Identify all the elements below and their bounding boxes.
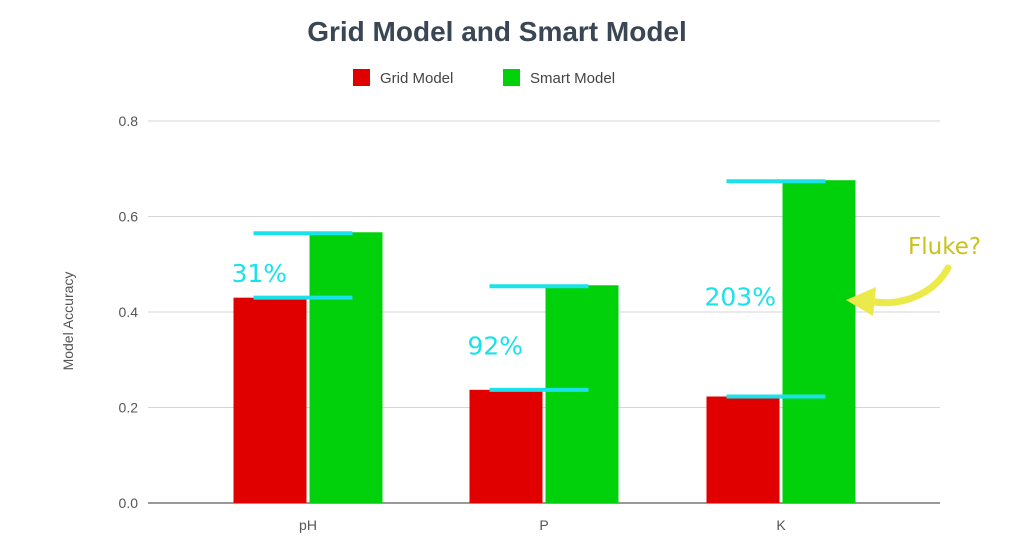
y-tick-label: 0.2 — [119, 400, 139, 416]
legend-swatch-smart-model — [503, 69, 520, 86]
legend: Grid Model Smart Model — [353, 69, 615, 87]
y-tick-label: 0.4 — [119, 304, 139, 320]
y-axis-label: Model Accuracy — [60, 272, 76, 371]
bar-smart-model-ph — [309, 232, 383, 503]
chart-title: Grid Model and Smart Model — [307, 16, 687, 47]
y-tick-label: 0.8 — [119, 113, 139, 129]
y-tick-labels: 0.0 0.2 0.4 0.6 0.8 — [119, 113, 139, 511]
bar-grid-model-ph — [233, 297, 307, 503]
fluke-annotation: Fluke? — [846, 234, 981, 316]
x-tick-label: pH — [299, 517, 317, 533]
x-tick-label: K — [776, 517, 786, 533]
fluke-arrow-shaft — [871, 264, 952, 307]
legend-label-smart-model: Smart Model — [530, 70, 615, 87]
bar-grid-model-p — [469, 389, 543, 503]
fluke-arrow-head — [846, 287, 876, 316]
increase-label-p: 92% — [468, 332, 524, 361]
bar-smart-model-k — [782, 180, 856, 503]
bar-grid-model-k — [706, 396, 780, 503]
y-tick-label: 0.6 — [119, 209, 139, 225]
x-tick-label: P — [539, 517, 548, 533]
y-tick-label: 0.0 — [119, 495, 139, 511]
bar-smart-model-p — [545, 285, 619, 503]
value-markers — [253, 179, 826, 399]
increase-labels: 31% 92% 203% — [232, 259, 776, 361]
legend-label-grid-model: Grid Model — [380, 70, 453, 87]
fluke-note-text: Fluke? — [908, 234, 981, 260]
increase-label-k: 203% — [705, 282, 776, 311]
x-tick-labels: pH P K — [299, 517, 786, 533]
bars — [233, 180, 856, 503]
increase-label-ph: 31% — [232, 259, 288, 288]
legend-swatch-grid-model — [353, 69, 370, 86]
